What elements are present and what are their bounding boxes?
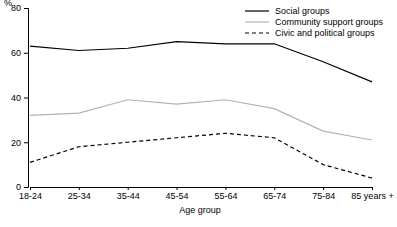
y-tick: 20 (11, 138, 28, 148)
x-tick-label: 75-84 (312, 191, 335, 201)
x-tick: 65-74 (263, 187, 286, 201)
y-axis-line (24, 9, 29, 188)
series-line (30, 100, 372, 140)
y-tick-label: 40 (11, 93, 21, 103)
x-tick: 75-84 (312, 187, 335, 201)
legend-swatch (245, 10, 269, 11)
legend-label: Civic and political groups (275, 28, 375, 38)
x-tick: 45-54 (166, 187, 189, 201)
x-axis: 18-24 25-34 35-44 45-54 55-64 65-74 75-84 85 ye… (19, 187, 394, 201)
x-axis-title: Age group (179, 205, 221, 215)
x-tick-mark (79, 187, 80, 190)
chart: 02040608018-2425-3435-4445-5455-6465-747… (0, 0, 397, 227)
x-tick-mark (225, 187, 226, 190)
legend-label: Community support groups (275, 17, 384, 27)
y-tick-mark (24, 53, 28, 54)
x-tick-label: 65-74 (263, 191, 286, 201)
y-tick-mark (24, 187, 28, 188)
x-tick-label: 55-64 (214, 191, 237, 201)
y-tick: 40 (11, 93, 28, 103)
legend-swatch (245, 21, 269, 22)
x-tick: 18-24 (19, 187, 42, 201)
x-tick: 85 years + (351, 187, 393, 201)
x-tick-mark (30, 187, 31, 190)
x-axis-line (31, 188, 373, 191)
x-tick-mark (372, 187, 373, 190)
y-tick-mark (24, 98, 28, 99)
y-tick-mark (24, 142, 28, 143)
x-tick-mark (128, 187, 129, 190)
x-tick: 25-34 (68, 187, 91, 201)
x-tick-label: 25-34 (68, 191, 91, 201)
x-tick: 55-64 (214, 187, 237, 201)
y-axis-title: % (4, 0, 12, 8)
x-tick-mark (323, 187, 324, 190)
x-tick-label: 35-44 (117, 191, 140, 201)
legend-swatch (245, 32, 269, 33)
y-tick-mark (24, 8, 28, 9)
x-tick-label: 18-24 (19, 191, 42, 201)
plot-area (30, 42, 372, 178)
y-tick-label: 80 (11, 3, 21, 13)
x-tick: 35-44 (117, 187, 140, 201)
y-tick: 80 (11, 3, 28, 13)
y-axis: 020406080 (11, 3, 29, 192)
series-line (30, 42, 372, 82)
x-tick-mark (177, 187, 178, 190)
y-tick-label: 60 (11, 48, 21, 58)
y-tick-label: 20 (11, 138, 21, 148)
series-line (30, 133, 372, 178)
x-tick-label: 45-54 (166, 191, 189, 201)
x-tick-mark (274, 187, 275, 190)
legend-label: Social groups (275, 6, 330, 16)
x-tick-label: 85 years + (351, 191, 393, 201)
legend: Social groupsCommunity support groupsCiv… (245, 6, 384, 38)
y-tick: 60 (11, 48, 28, 58)
